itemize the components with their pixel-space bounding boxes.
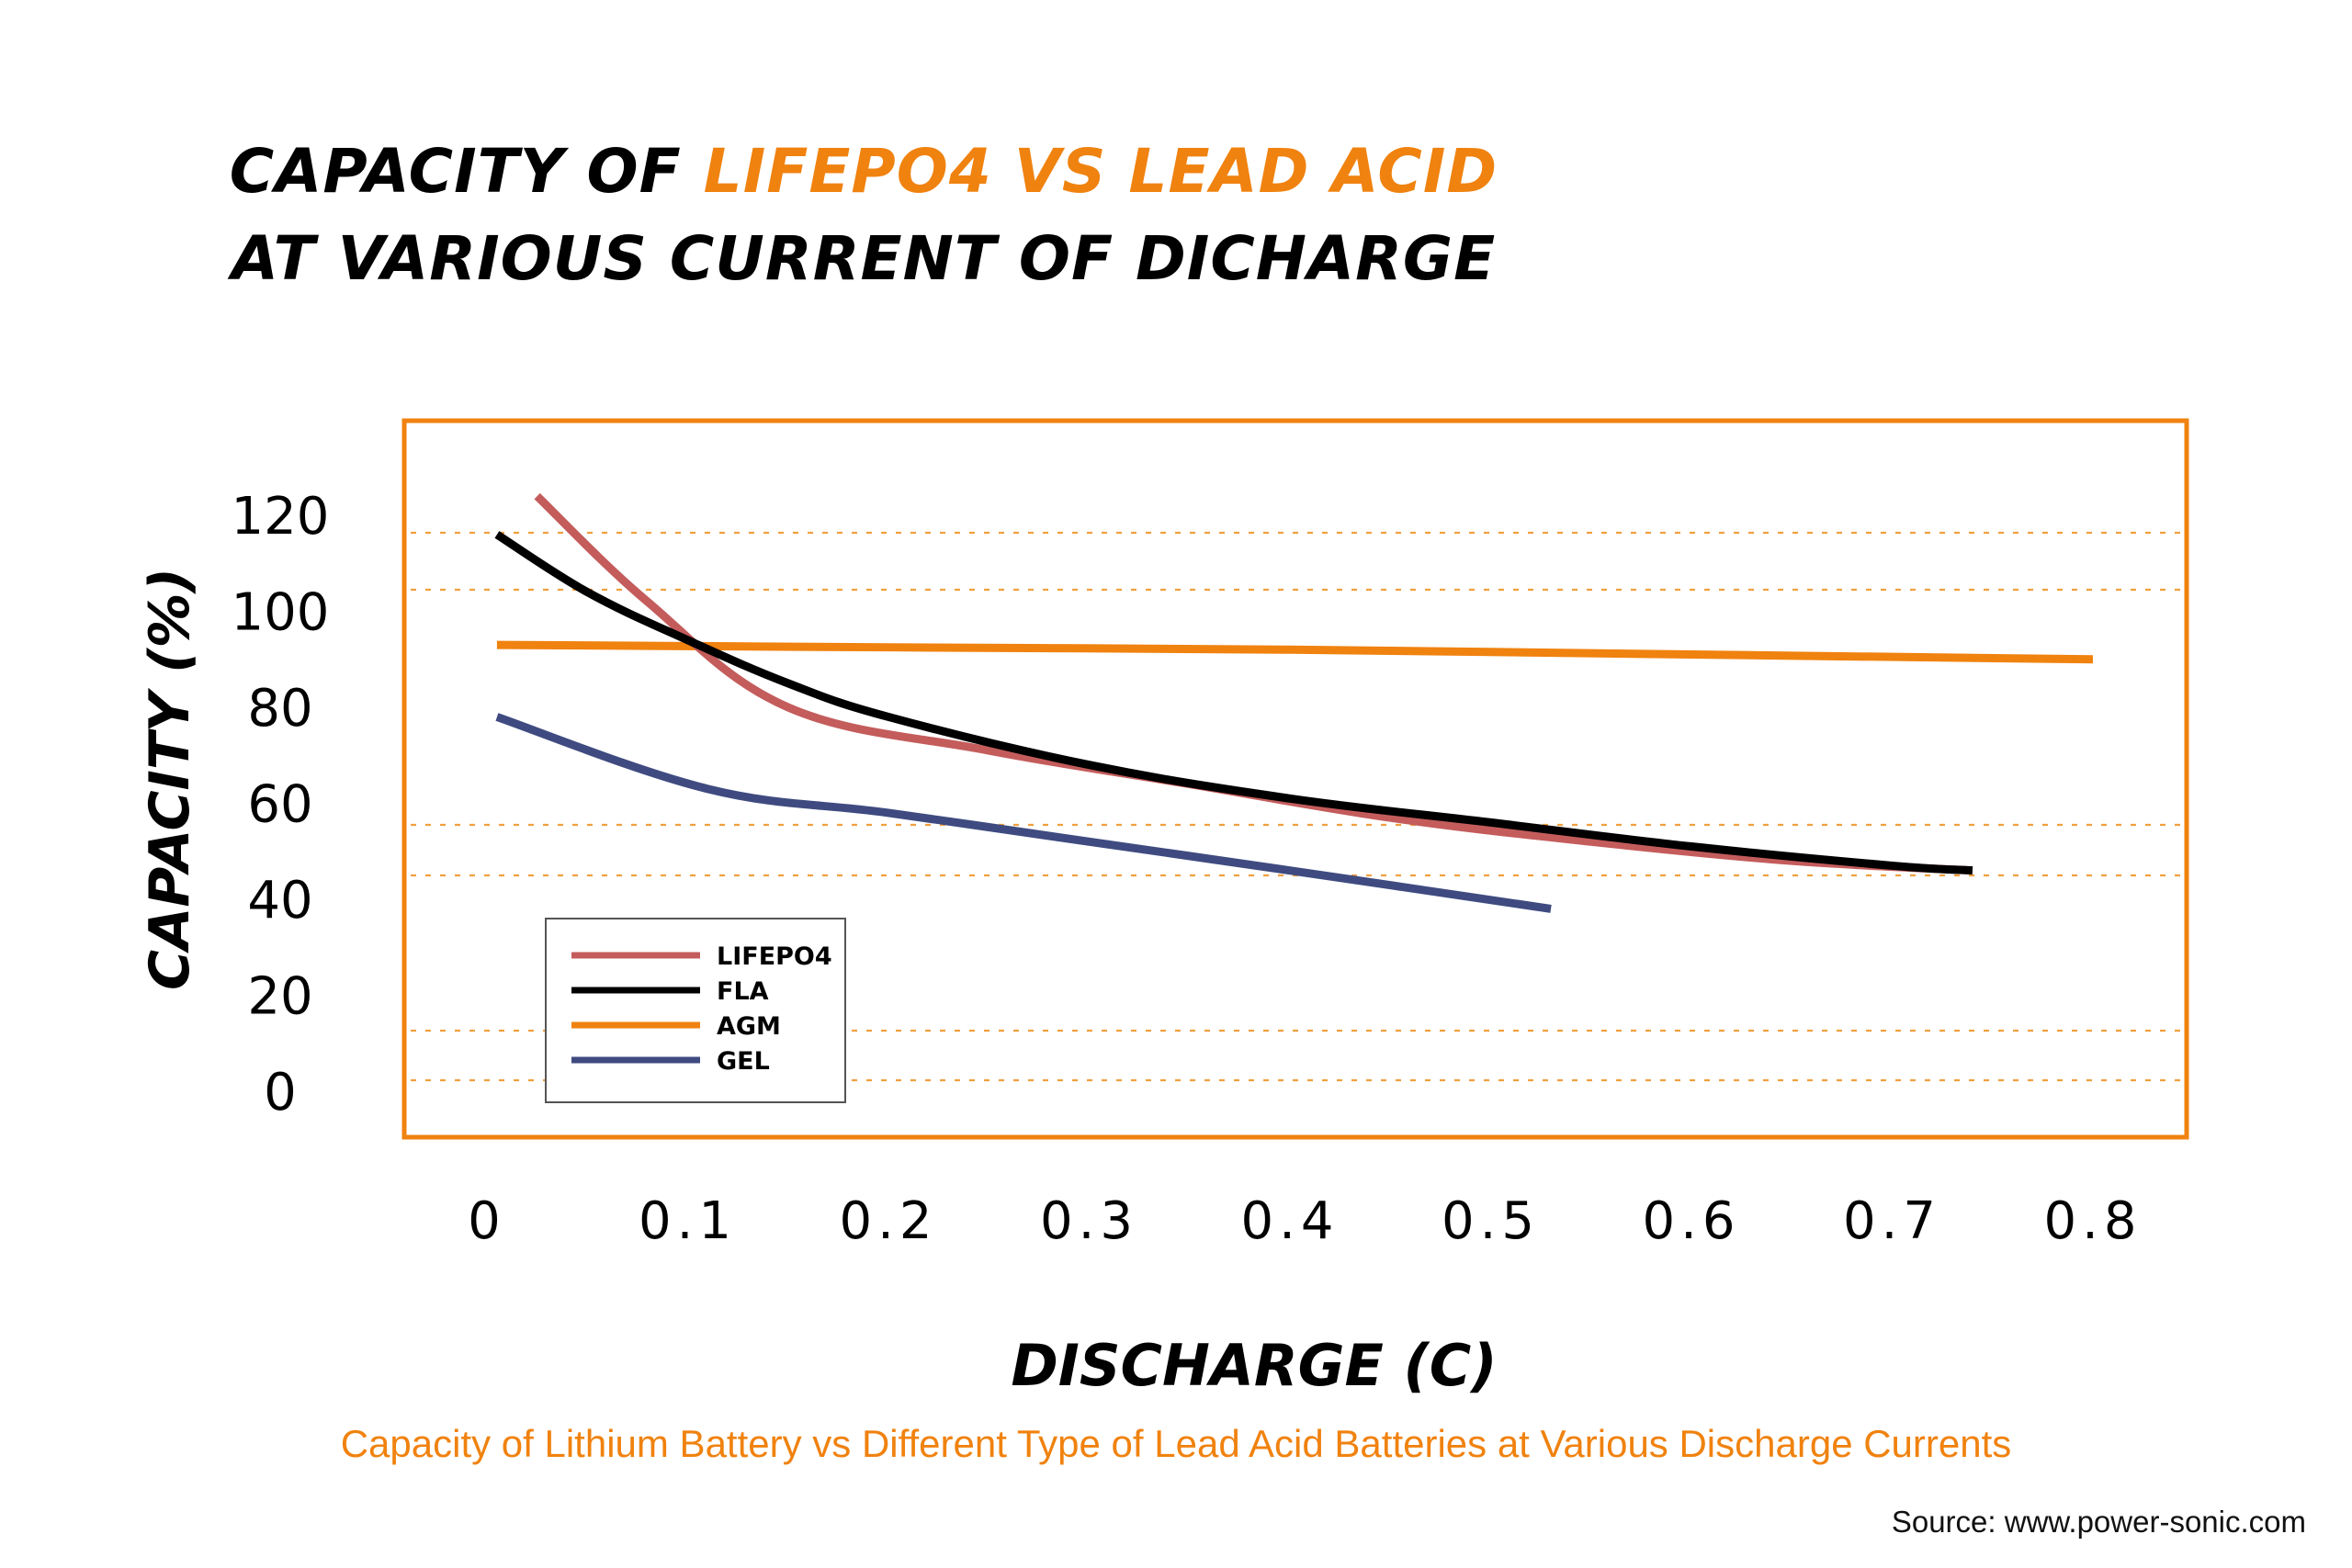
chart-caption: Capacity of Lithium Battery vs Different… <box>340 1422 2012 1465</box>
legend: LIFEPO4 FLA AGM GEL <box>545 918 846 1103</box>
legend-label-agm: AGM <box>717 1012 781 1041</box>
x-axis-label: DISCHARGE (C) <box>1011 1332 1497 1399</box>
y-axis-ticks: 0 20 40 60 80 100 120 <box>232 487 330 1122</box>
y-tick-label: 120 <box>232 487 330 547</box>
y-tick-label: 100 <box>232 583 330 643</box>
plot-frame <box>401 418 2189 1140</box>
series-line-gel <box>495 713 1552 913</box>
x-tick-label: 0.5 <box>1442 1191 1540 1251</box>
x-axis-ticks: 0 0.1 0.2 0.3 0.4 0.5 0.6 0.7 0.8 <box>468 1191 2142 1251</box>
source-credit: Source: www.power-sonic.com <box>1891 1505 2306 1539</box>
y-axis-label: CAPACITY (%) <box>138 568 202 990</box>
chart-title-line-2: AT VARIOUS CURRENT OF DICHARGE <box>231 223 1497 294</box>
title-highlight: LIFEPO4 VS LEAD ACID <box>703 136 1498 207</box>
title-prefix: CAPACITY OF <box>229 136 704 207</box>
x-tick-label: 0.2 <box>839 1191 937 1251</box>
legend-label-gel: GEL <box>717 1047 770 1076</box>
x-tick-label: 0.1 <box>639 1191 737 1251</box>
y-tick-label: 80 <box>247 679 312 739</box>
y-tick-label: 60 <box>247 775 312 835</box>
x-tick-label: 0.3 <box>1040 1191 1138 1251</box>
y-tick-label: 0 <box>264 1063 297 1122</box>
legend-label-lifepo4: LIFEPO4 <box>717 942 832 971</box>
x-tick-label: 0.7 <box>1843 1191 1941 1251</box>
legend-box <box>545 918 846 1103</box>
series-lines <box>494 492 2094 913</box>
x-tick-label: 0.6 <box>1642 1191 1740 1251</box>
x-tick-label: 0.8 <box>2043 1191 2142 1251</box>
x-tick-label: 0.4 <box>1240 1191 1339 1251</box>
legend-label-fla: FLA <box>717 977 769 1006</box>
y-tick-label: 20 <box>247 967 312 1027</box>
series-line-agm <box>496 640 2094 664</box>
x-tick-label: 0 <box>468 1191 506 1251</box>
series-line-fla <box>494 531 1973 875</box>
y-tick-label: 40 <box>247 871 312 931</box>
series-line-lifepo4 <box>534 492 1973 875</box>
chart-title-line-1: CAPACITY OF LIFEPO4 VS LEAD ACID <box>0 136 1727 207</box>
